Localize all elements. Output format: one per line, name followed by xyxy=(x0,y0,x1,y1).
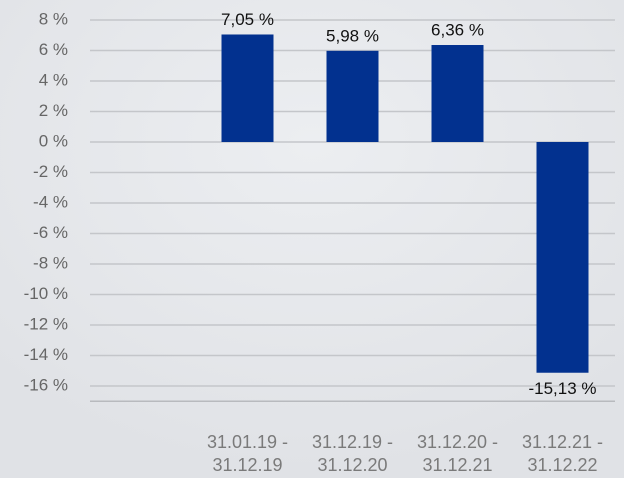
y-tick-label: -14 % xyxy=(24,345,68,364)
x-tick-label: 31.12.20 xyxy=(317,455,387,475)
y-tick-label: -4 % xyxy=(33,192,68,211)
x-tick-label: 31.12.21 xyxy=(422,455,492,475)
y-tick-label: 4 % xyxy=(39,70,68,89)
y-tick-label: -6 % xyxy=(33,223,68,242)
x-tick-label: 31.12.21 - xyxy=(522,432,603,452)
y-tick-label: -16 % xyxy=(24,375,68,394)
x-tick-label: 31.12.22 xyxy=(527,455,597,475)
bar xyxy=(327,51,379,142)
value-label: 5,98 % xyxy=(326,26,379,45)
y-tick-label: 6 % xyxy=(39,40,68,59)
value-label: -15,13 % xyxy=(528,379,596,398)
y-tick-label: 0 % xyxy=(39,131,68,150)
x-tick-label: 31.01.19 - xyxy=(207,432,288,452)
bar xyxy=(537,142,589,373)
bar xyxy=(222,34,274,142)
y-tick-label: -12 % xyxy=(24,314,68,333)
y-tick-label: 8 % xyxy=(39,9,68,28)
value-label: 6,36 % xyxy=(431,20,484,39)
y-tick-label: -8 % xyxy=(33,253,68,272)
y-tick-label: 2 % xyxy=(39,101,68,120)
value-label: 7,05 % xyxy=(221,10,274,29)
y-tick-label: -2 % xyxy=(33,162,68,181)
x-tick-label: 31.12.19 xyxy=(212,455,282,475)
bar xyxy=(432,45,484,142)
y-tick-label: -10 % xyxy=(24,284,68,303)
x-tick-label: 31.12.19 - xyxy=(312,432,393,452)
background xyxy=(0,0,624,478)
chart: 8 % 6 % 4 % 2 % 0 % -2 % -4 % -6 % -8 % -10 % -12 … xyxy=(0,0,624,478)
x-tick-label: 31.12.20 - xyxy=(417,432,498,452)
